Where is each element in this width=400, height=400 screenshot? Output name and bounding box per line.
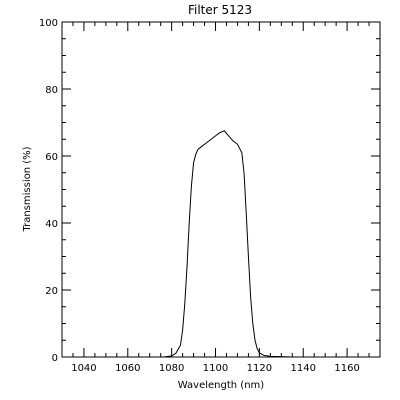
y-tick-label: 100 xyxy=(39,18,58,29)
x-axis-ticks: 1040 1060 1080 1100 1120 1140 1160 xyxy=(71,22,360,374)
x-tick-label: 1080 xyxy=(159,363,184,374)
y-axis-label: Transmission (%) xyxy=(22,146,33,232)
x-tick-label: 1100 xyxy=(203,363,228,374)
y-tick-label: 40 xyxy=(45,219,58,230)
x-axis-label: Wavelength (nm) xyxy=(178,380,264,391)
plot-frame xyxy=(61,21,381,358)
transmission-curve xyxy=(149,130,293,358)
y-tick-label: 0 xyxy=(52,353,58,364)
x-tick-label: 1120 xyxy=(247,363,272,374)
y-tick-label: 80 xyxy=(45,85,58,96)
chart-title: Filter 5123 xyxy=(188,3,252,17)
x-tick-label: 1060 xyxy=(115,363,140,374)
x-tick-label: 1040 xyxy=(71,363,96,374)
x-tick-label: 1140 xyxy=(291,363,316,374)
y-tick-label: 20 xyxy=(45,286,58,297)
y-tick-label: 60 xyxy=(45,152,58,163)
y-minor-ticks xyxy=(62,38,380,341)
x-minor-ticks xyxy=(61,22,381,357)
x-tick-label: 1160 xyxy=(334,363,359,374)
y-axis-ticks: 0 20 40 60 80 100 xyxy=(39,18,380,364)
